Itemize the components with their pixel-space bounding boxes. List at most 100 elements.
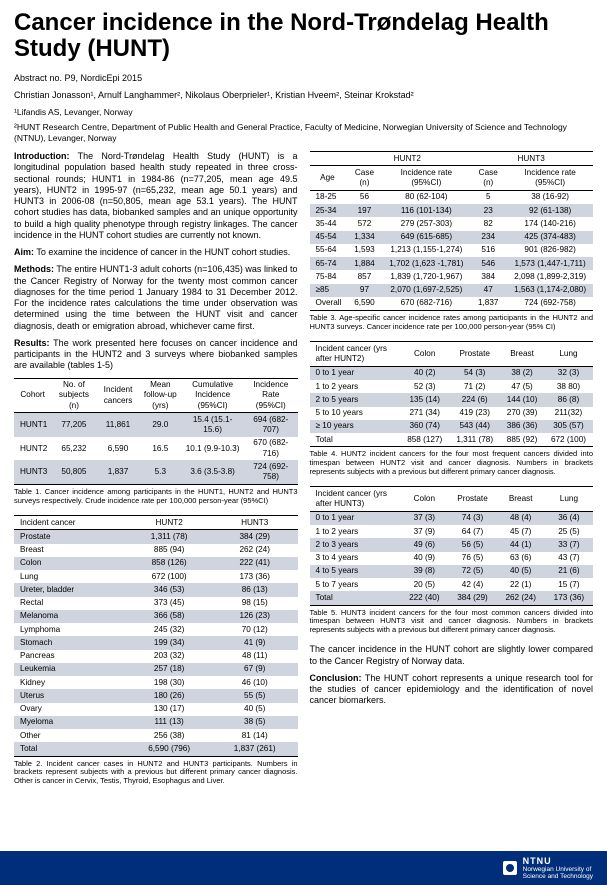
table-cell: 0 to 1 year — [310, 366, 401, 380]
table-cell: 25 (5) — [545, 525, 593, 538]
table-cell: 649 (615-685) — [383, 231, 469, 244]
table-cell: 72 (5) — [448, 565, 496, 578]
t1-r0c0: HUNT1 — [14, 413, 51, 437]
table-cell: 70 (12) — [212, 623, 298, 636]
table-cell: 180 (26) — [126, 689, 212, 702]
table-cell: Lymphoma — [14, 623, 126, 636]
aim-text: To examine the incidence of cancer in th… — [34, 247, 290, 257]
t2-h0: Incident cancer — [14, 516, 126, 530]
t3-gh0 — [310, 152, 346, 166]
table-cell: 49 (6) — [400, 538, 448, 551]
table-cell: Overall — [310, 297, 346, 311]
t1-h3: Mean follow-up (yrs) — [139, 378, 181, 413]
table-cell: 386 (36) — [500, 420, 544, 433]
table-cell: 173 (36) — [212, 570, 298, 583]
table-cell: 366 (58) — [126, 610, 212, 623]
table-cell: Stomach — [14, 636, 126, 649]
table-cell: 116 (101-134) — [383, 204, 469, 217]
table-cell: 222 (40) — [400, 591, 448, 605]
table-cell: Ureter, bladder — [14, 583, 126, 596]
table-cell: 279 (257-303) — [383, 217, 469, 230]
table-cell: 42 (4) — [448, 578, 496, 591]
t2-h1: HUNT2 — [126, 516, 212, 530]
t3-sh3: Case (n) — [469, 166, 507, 191]
table-cell: 1,334 — [345, 231, 383, 244]
t1-r2c4: 3.6 (3.5-3.8) — [181, 460, 244, 484]
table-5: Incident cancer (yrs after HUNT3) Colon … — [310, 486, 594, 605]
table-cell: 45-54 — [310, 231, 346, 244]
table-cell: 55 (5) — [212, 689, 298, 702]
table-cell: 1,702 (1,623 -1,781) — [383, 257, 469, 270]
table-cell: ≥ 10 years — [310, 420, 401, 433]
intro-text: The Nord-Trøndelag Health Study (HUNT) i… — [14, 151, 298, 240]
table-cell: 45 (7) — [497, 525, 545, 538]
footer-band: NTNU Norwegian University of Science and… — [0, 851, 607, 885]
table-2: Incident cancer HUNT2 HUNT3 Prostate1,31… — [14, 515, 298, 757]
table-cell: 47 — [469, 284, 507, 297]
table-cell: Prostate — [14, 530, 126, 544]
table-cell: 234 — [469, 231, 507, 244]
table-cell: 130 (17) — [126, 703, 212, 716]
table-cell: 245 (32) — [126, 623, 212, 636]
intro-paragraph: Introduction: The Nord-Trøndelag Health … — [14, 151, 298, 241]
t1-h2: Incident cancers — [97, 378, 140, 413]
table-5-caption: Table 5. HUNT3 incident cancers for the … — [310, 609, 594, 635]
table-1: Cohort No. of subjects (n) Incident canc… — [14, 378, 298, 485]
table-cell: 6,590 (796) — [126, 742, 212, 756]
table-cell: 885 (92) — [500, 433, 544, 447]
table-cell: 0 to 1 year — [310, 511, 401, 525]
t3-gh1: HUNT2 — [345, 152, 469, 166]
table-cell: Other — [14, 729, 126, 742]
table-cell: Colon — [14, 557, 126, 570]
t1-r1c4: 10.1 (9.9-10.3) — [181, 437, 244, 461]
table-cell: 15 (7) — [545, 578, 593, 591]
table-cell: 32 (3) — [544, 366, 593, 380]
table-cell: 885 (94) — [126, 544, 212, 557]
table-cell: 6,590 — [345, 297, 383, 311]
table-cell: 858 (126) — [126, 557, 212, 570]
table-cell: 222 (41) — [212, 557, 298, 570]
t3-sh2: Incidence rate (95%CI) — [383, 166, 469, 191]
table-cell: 5 to 7 years — [310, 578, 401, 591]
two-column-layout: Introduction: The Nord-Trøndelag Health … — [14, 151, 593, 795]
t1-r1c2: 6,590 — [97, 437, 140, 461]
table-cell: 35-44 — [310, 217, 346, 230]
table-cell: 86 (13) — [212, 583, 298, 596]
page-title: Cancer incidence in the Nord-Trøndelag H… — [14, 10, 593, 63]
table-cell: 672 (100) — [544, 433, 593, 447]
table-cell: 80 (62-104) — [383, 190, 469, 204]
table-cell: 5 — [469, 190, 507, 204]
table-cell: Melanoma — [14, 610, 126, 623]
table-cell: 86 (8) — [544, 393, 593, 406]
aim-paragraph: Aim: To examine the incidence of cancer … — [14, 247, 298, 258]
right-column: HUNT2 HUNT3 Age Case (n) Incidence rate … — [310, 151, 594, 795]
t1-r0c4: 15.4 (15.1-15.6) — [181, 413, 244, 437]
t1-r1c0: HUNT2 — [14, 437, 51, 461]
table-cell: 22 (1) — [497, 578, 545, 591]
table-cell: 2 to 3 years — [310, 538, 401, 551]
table-cell: 81 (14) — [212, 729, 298, 742]
table-cell: 40 (5) — [497, 565, 545, 578]
ntnu-logo-icon — [503, 861, 517, 875]
table-cell: 63 (6) — [497, 552, 545, 565]
table-cell: 37 (9) — [400, 525, 448, 538]
left-column: Introduction: The Nord-Trøndelag Health … — [14, 151, 298, 795]
table-cell: Total — [310, 591, 401, 605]
table-cell: 173 (36) — [545, 591, 593, 605]
table-cell: 1 to 2 years — [310, 525, 401, 538]
t1-h1: No. of subjects (n) — [51, 378, 96, 413]
table-cell: 65-74 — [310, 257, 346, 270]
table-cell: 76 (5) — [448, 552, 496, 565]
ntnu-sub-2: Science and Technology — [523, 874, 593, 881]
methods-paragraph: Methods: The entire HUNT1-3 adult cohort… — [14, 264, 298, 332]
table-cell: 71 (2) — [449, 380, 500, 393]
table-cell: ≥85 — [310, 284, 346, 297]
table-cell: 262 (24) — [497, 591, 545, 605]
results-text: The work presented here focuses on cance… — [14, 338, 298, 371]
table-cell: 724 (692-758) — [507, 297, 593, 311]
table-cell: 144 (10) — [500, 393, 544, 406]
table-cell: 670 (682-716) — [383, 297, 469, 311]
t3-sh1: Case (n) — [345, 166, 383, 191]
t3-sh4: Incidence rate (95%CI) — [507, 166, 593, 191]
table-cell: 901 (826-982) — [507, 244, 593, 257]
